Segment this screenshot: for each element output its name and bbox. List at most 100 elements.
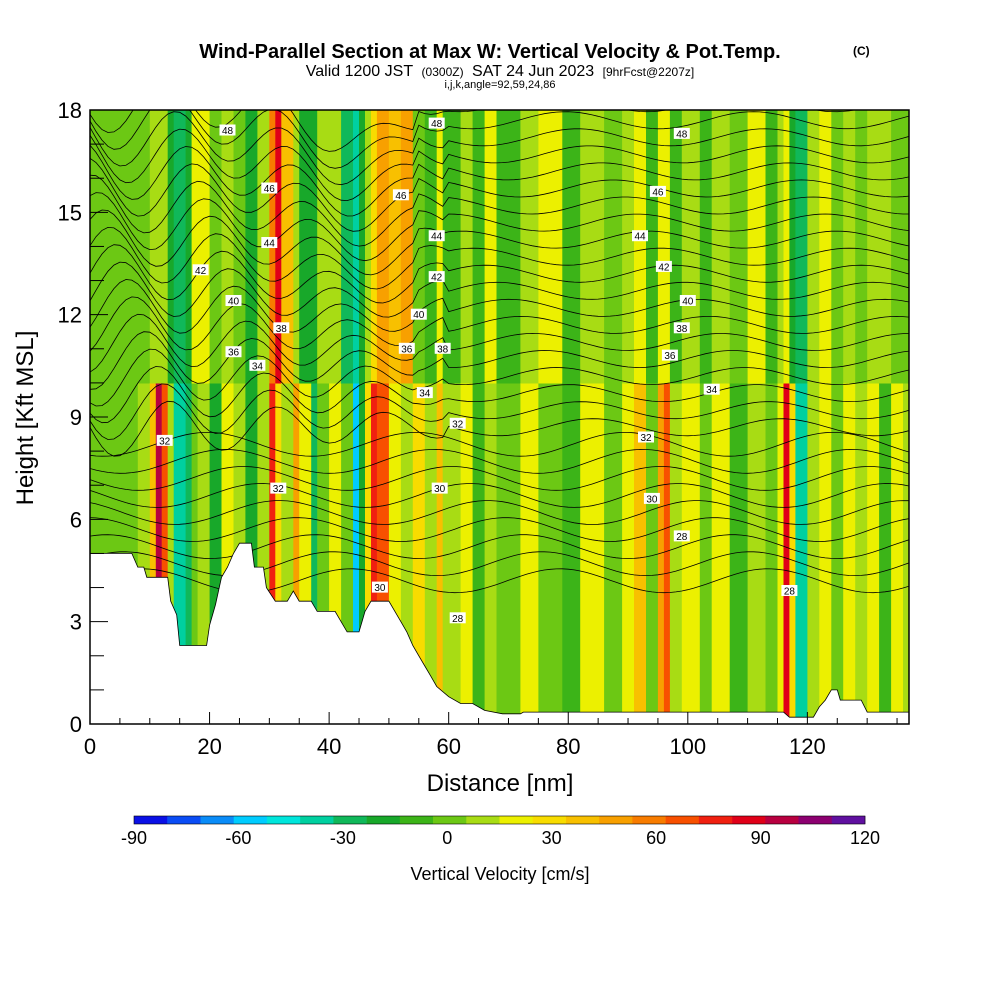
forecast-info: [9hrFcst@2207z] (603, 65, 695, 79)
velocity-cell-lower (867, 382, 880, 724)
svg-text:28: 28 (452, 614, 464, 625)
velocity-cell-lower (646, 382, 659, 724)
theta-label: 42 (428, 271, 445, 284)
svg-text:38: 38 (276, 324, 288, 335)
svg-text:38: 38 (676, 324, 688, 335)
colorbar-label: Vertical Velocity [cm/s] (410, 864, 589, 884)
velocity-cell-lower (657, 382, 665, 724)
theta-isentrope (90, 517, 909, 542)
velocity-cell-lower (496, 382, 521, 724)
velocity-cell-upper (681, 110, 701, 384)
terrain-profile (89, 542, 910, 725)
velocity-cell-lower (269, 382, 276, 724)
velocity-cell-upper (167, 110, 175, 384)
velocity-cell-upper (484, 110, 498, 384)
theta-isentrope (90, 261, 909, 318)
svg-text:30: 30 (374, 583, 386, 594)
velocity-cell-lower (161, 382, 169, 724)
velocity-cell-lower (729, 382, 749, 724)
velocity-cell-lower (777, 382, 785, 724)
theta-isentrope (90, 174, 909, 247)
velocity-cell-upper (807, 110, 820, 384)
x-tick-label: 0 (84, 734, 96, 759)
velocity-cell-lower (460, 382, 474, 724)
svg-text:48: 48 (676, 129, 688, 140)
theta-label: 44 (632, 230, 648, 243)
velocity-cell-upper (711, 110, 731, 384)
svg-text:32: 32 (640, 433, 652, 444)
velocity-cell-upper (424, 110, 438, 384)
velocity-cell-lower (669, 382, 683, 724)
theta-label: 48 (219, 124, 236, 137)
colorbar-tick-label: -60 (225, 828, 251, 848)
velocity-cell-lower (819, 382, 832, 724)
velocity-cell-lower (412, 382, 426, 724)
colorbar-swatch (333, 816, 367, 824)
svg-text:46: 46 (264, 184, 276, 195)
velocity-cell-upper (765, 110, 779, 384)
velocity-cell-lower (520, 382, 539, 724)
velocity-cell-lower (472, 382, 486, 724)
theta-label: 34 (703, 383, 720, 396)
y-tick-label: 3 (70, 610, 82, 635)
velocity-cell-lower (789, 382, 796, 724)
velocity-cell-upper (460, 110, 474, 384)
velocity-cell-upper (831, 110, 844, 384)
colorbar-tick-label: -30 (330, 828, 356, 848)
colorbar-tick-label: 120 (850, 828, 880, 848)
velocity-cell-upper (353, 110, 360, 384)
theta-label: 46 (649, 185, 666, 198)
theta-label: 40 (225, 295, 242, 308)
y-tick-label: 0 (70, 712, 82, 737)
theta-label: 30 (431, 482, 448, 495)
velocity-cell-upper (299, 110, 312, 384)
colorbar-swatch (599, 816, 633, 824)
colorbar-swatch (831, 816, 866, 824)
svg-text:32: 32 (452, 419, 464, 430)
velocity-cell-lower (371, 382, 378, 724)
velocity-cell-upper (365, 110, 372, 384)
x-tick-label: 20 (197, 734, 221, 759)
velocity-cell-lower (167, 382, 175, 724)
velocity-cell-upper (634, 110, 647, 384)
velocity-cell-lower (191, 382, 199, 724)
chart-title: Wind-Parallel Section at Max W: Vertical… (199, 41, 780, 63)
velocity-cell-upper (245, 110, 258, 384)
colorbar-swatch (732, 816, 766, 824)
theta-label: 30 (643, 492, 660, 505)
velocity-cell-lower (765, 382, 779, 724)
theta-label: 48 (673, 127, 690, 140)
theta-isentrope (90, 144, 909, 217)
velocity-cell-upper (149, 110, 157, 384)
valid-utc: (0300Z) (422, 65, 464, 79)
theta-label: 28 (781, 585, 798, 598)
theta-isentrope (90, 500, 909, 525)
theta-isentrope (90, 128, 909, 202)
colorbar-swatch (134, 816, 168, 824)
velocity-cell-upper (388, 110, 402, 384)
velocity-cell-upper (496, 110, 521, 384)
theta-isentrope (90, 466, 909, 491)
velocity-cell-lower (681, 382, 701, 724)
valid-line: Valid 1200 JST (0300Z) SAT 24 Jun 2023 [… (306, 63, 694, 80)
theta-label: 36 (661, 349, 678, 362)
svg-text:44: 44 (431, 232, 443, 243)
x-axis-label: Distance [nm] (427, 770, 574, 797)
svg-text:34: 34 (419, 389, 431, 400)
svg-text:40: 40 (228, 297, 240, 308)
velocity-cell-lower (293, 382, 300, 724)
velocity-cell-upper (622, 110, 635, 384)
svg-text:42: 42 (195, 266, 207, 277)
x-tick-label: 60 (436, 734, 460, 759)
velocity-cell-lower (891, 382, 904, 724)
theta-label: 32 (156, 434, 173, 447)
velocity-cell-lower (879, 382, 892, 724)
theta-label: 38 (273, 322, 290, 335)
theta-isentrope (90, 111, 909, 186)
velocity-cell-upper (843, 110, 856, 384)
colorbar-swatch (632, 816, 666, 824)
velocity-cell-upper (359, 110, 366, 384)
theta-label: 42 (192, 264, 209, 277)
svg-text:34: 34 (252, 361, 264, 372)
velocity-cell-upper (341, 110, 354, 384)
